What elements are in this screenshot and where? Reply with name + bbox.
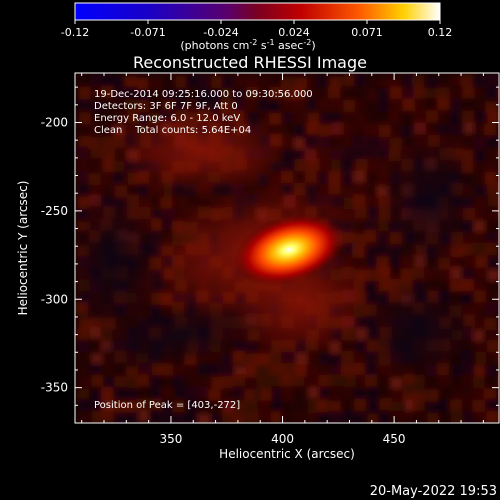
annotation-peak-position: Position of Peak = [403,-272] (94, 400, 240, 411)
colorbar-units: (photons cm-2 s-1 asec-2) (180, 38, 315, 52)
annotation-energy-range: Energy Range: 6.0 - 12.0 keV (94, 113, 240, 124)
y-tick-label: -350 (41, 381, 68, 395)
annotation-counts: Clean Total counts: 5.64E+04 (94, 125, 251, 136)
annotation-time-range: 19-Dec-2014 09:25:16.000 to 09:30:56.000 (94, 89, 313, 100)
colorbar-ticks: -0.12 -0.071 -0.024 0.024 0.071 0.12 (61, 20, 452, 39)
colorbar-tick-label: 0.12 (428, 26, 453, 39)
chart-title: Reconstructed RHESSI Image (133, 53, 367, 72)
y-tick-label: -250 (41, 204, 68, 218)
colorbar: -0.12 -0.071 -0.024 0.024 0.071 0.12 (photons… (61, 2, 452, 52)
annotation-detectors: Detectors: 3F 6F 7F 9F, Att 0 (94, 101, 238, 112)
flare-peak-source (232, 213, 346, 287)
colorbar-tick-label: -0.12 (61, 26, 89, 39)
timestamp: 20-May-2022 19:53 (370, 484, 497, 499)
colorbar-gradient (74, 2, 441, 21)
colorbar-tick-label: -0.024 (203, 26, 238, 39)
x-tick-label: 400 (271, 432, 294, 446)
plot-frame (74, 72, 500, 424)
x-tick-label: 450 (383, 432, 406, 446)
colorbar-tick-label: 0.071 (351, 26, 383, 39)
colorbar-tick-label: -0.071 (130, 26, 165, 39)
x-axis-label: Heliocentric X (arcsec) (219, 447, 355, 461)
axis-ticks: 350 400 450 -200 -250 -300 -350 (41, 73, 499, 446)
y-tick-label: -300 (41, 292, 68, 306)
annotations: 19-Dec-2014 09:25:16.000 to 09:30:56.000… (94, 89, 313, 411)
y-tick-label: -200 (41, 115, 68, 129)
colorbar-tick-label: 0.024 (278, 26, 310, 39)
x-tick-label: 350 (160, 432, 183, 446)
heatmap-image (75, 73, 499, 423)
y-axis-label: Heliocentric Y (arcsec) (16, 181, 30, 316)
